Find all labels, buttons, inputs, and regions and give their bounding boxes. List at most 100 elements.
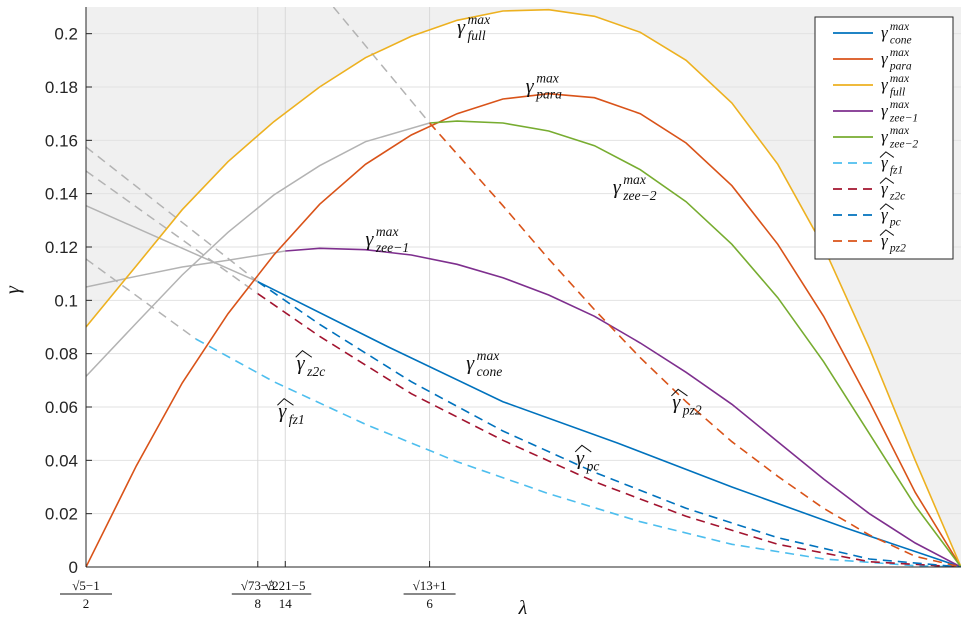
hat-mark xyxy=(879,229,895,236)
y-axis-label: γ xyxy=(2,285,24,294)
label-base: γ xyxy=(881,101,889,120)
label-subscript: full xyxy=(467,28,485,43)
y-tick-label: 0.14 xyxy=(45,185,78,204)
y-tick-label: 0.18 xyxy=(45,78,78,97)
axes-layer: 0 0.02 0.04 0.06 0.08 0.1 0.12 0.14 0.16 0.18 0.2 √… xyxy=(45,7,961,611)
grey-extension-line xyxy=(86,146,259,283)
label-subscript: para xyxy=(535,87,562,102)
x-tick-denominator: 6 xyxy=(426,596,433,611)
label-subscript: cone xyxy=(890,33,912,46)
label-base: γ xyxy=(576,447,585,469)
y-tick-label: 0.2 xyxy=(54,25,78,44)
label-base: γ xyxy=(672,391,681,413)
y-tick-label: 0.08 xyxy=(45,345,78,364)
label-superscript: max xyxy=(467,12,490,27)
label-subscript: z2c xyxy=(889,189,905,202)
label-subscript: zee−1 xyxy=(375,240,409,255)
y-tick-label: 0 xyxy=(69,558,78,577)
grey-extension-line xyxy=(332,7,431,124)
label-base: γ xyxy=(881,75,889,94)
x-tick-numerator: √221−5 xyxy=(265,578,305,593)
label-subscript: zee−2 xyxy=(889,137,919,150)
label-superscript: max xyxy=(376,224,399,239)
label-superscript: max xyxy=(890,124,910,137)
label-subscript: zee−1 xyxy=(889,111,918,124)
grey-extension-line xyxy=(86,205,259,283)
label-base: γ xyxy=(466,353,475,375)
label-superscript: max xyxy=(477,348,500,363)
label-base: γ xyxy=(881,127,889,146)
series-line-8 xyxy=(429,122,961,567)
x-tick-denominator: 14 xyxy=(279,596,293,611)
legend-entry-8: γ pz2 xyxy=(879,229,906,254)
x-tick-numerator: √13+1 xyxy=(413,578,447,593)
label-base: γ xyxy=(613,177,622,199)
label-subscript: pc xyxy=(889,215,901,228)
grey-extension-line xyxy=(86,258,197,340)
legend-entry-5: γ fz1 xyxy=(879,151,903,176)
hat-mark xyxy=(879,151,895,158)
x-tick-numerator: √73−3 xyxy=(241,578,275,593)
hat-mark xyxy=(671,388,688,397)
grey-extension-line xyxy=(86,170,259,295)
series-line-0 xyxy=(257,280,961,567)
label-subscript: zee−2 xyxy=(622,188,657,203)
label-subscript: z2c xyxy=(306,364,325,379)
x-tick-numerator: √5−1 xyxy=(72,578,99,593)
y-tick-label: 0.04 xyxy=(45,451,78,470)
series-annotation-7: γ pz2 xyxy=(671,388,702,418)
series-line-5 xyxy=(195,338,961,567)
hat-mark xyxy=(574,444,592,453)
label-subscript: pz2 xyxy=(682,403,702,418)
label-base: γ xyxy=(365,229,374,251)
label-base: γ xyxy=(278,401,287,423)
label-base: γ xyxy=(881,205,889,224)
label-superscript: max xyxy=(623,172,646,187)
label-base: γ xyxy=(881,49,889,68)
label-subscript: pz2 xyxy=(889,241,906,254)
label-base: γ xyxy=(881,179,889,198)
series-line-4 xyxy=(429,120,961,567)
series-line-6 xyxy=(257,293,961,567)
label-base: γ xyxy=(526,75,535,97)
label-subscript: pc xyxy=(586,459,600,474)
x-tick-denominator: 8 xyxy=(255,596,262,611)
hat-mark xyxy=(879,203,895,210)
label-superscript: max xyxy=(536,71,559,86)
label-base: γ xyxy=(297,353,306,375)
label-base: γ xyxy=(881,153,889,172)
y-tick-label: 0.06 xyxy=(45,398,78,417)
series-annotation-8: γ pc xyxy=(574,444,600,474)
y-tick-label: 0.16 xyxy=(45,131,78,150)
feasible-region xyxy=(86,9,961,567)
label-subscript: para xyxy=(889,59,912,72)
series-line-3 xyxy=(285,247,961,567)
label-subscript: fz1 xyxy=(289,412,305,427)
label-superscript: max xyxy=(890,20,910,33)
label-superscript: max xyxy=(890,72,910,85)
label-superscript: max xyxy=(890,98,910,111)
series-annotation-6: γ fz1 xyxy=(277,398,305,427)
legend-entry-6: γ z2c xyxy=(879,177,905,202)
label-base: γ xyxy=(881,231,889,250)
series-line-1 xyxy=(86,92,961,567)
grey-extension-line xyxy=(86,250,286,288)
legend-entry-7: γ pc xyxy=(879,203,901,228)
label-superscript: max xyxy=(890,46,910,59)
y-tick-label: 0.12 xyxy=(45,238,78,257)
hat-mark xyxy=(879,177,895,184)
y-tick-label: 0.1 xyxy=(54,291,78,310)
x-tick-denominator: 2 xyxy=(83,596,90,611)
label-subscript: full xyxy=(890,85,905,98)
